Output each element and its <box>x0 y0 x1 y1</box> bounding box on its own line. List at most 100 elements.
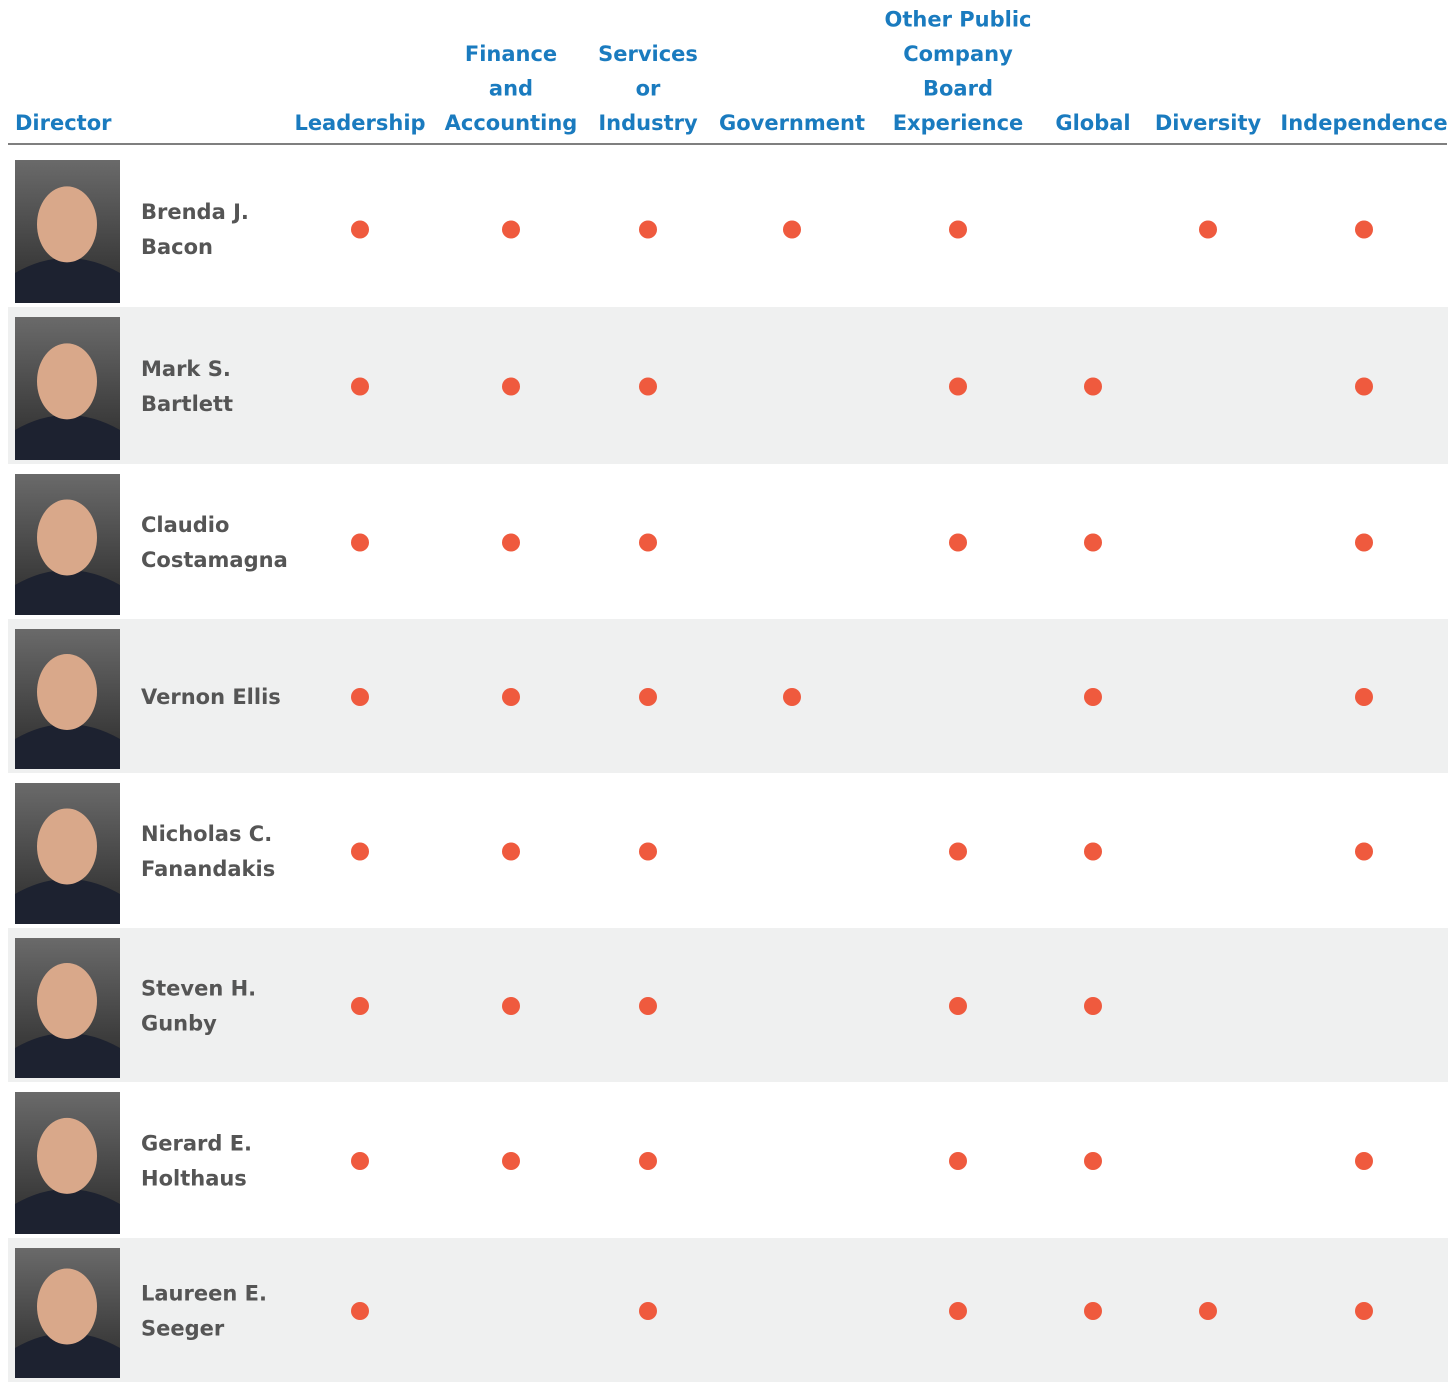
skill-dot <box>639 688 657 706</box>
skill-dot <box>639 534 657 552</box>
director-name: Seeger <box>141 1317 225 1341</box>
skill-dot <box>639 843 657 861</box>
director-name: Bacon <box>141 235 213 259</box>
column-header: Global <box>1055 111 1130 135</box>
skill-dot <box>949 997 967 1015</box>
director-name: Gunby <box>141 1012 217 1036</box>
director-name: Vernon Ellis <box>141 685 281 709</box>
skill-dot <box>351 688 369 706</box>
skill-dot <box>1084 1152 1102 1170</box>
skill-dot <box>502 843 520 861</box>
column-header: Finance <box>465 42 557 66</box>
skill-dot <box>1199 221 1217 239</box>
director-photo <box>15 1092 120 1234</box>
column-header: Independence <box>1280 111 1447 135</box>
director-name: Steven H. <box>141 977 256 1001</box>
director-name: Bartlett <box>141 392 233 416</box>
column-header: Services <box>598 42 698 66</box>
skill-dot <box>639 1152 657 1170</box>
skill-dot <box>639 997 657 1015</box>
skill-dot <box>783 688 801 706</box>
photo-face <box>37 499 97 575</box>
row-band <box>8 307 1448 464</box>
skill-dot <box>949 221 967 239</box>
skill-dot <box>1355 1302 1373 1320</box>
director-skills-table: Director Leadership Finance and Accounting Se… <box>0 0 1454 1382</box>
director-photo <box>15 1248 120 1378</box>
skill-dot <box>351 843 369 861</box>
skill-dot <box>1084 843 1102 861</box>
skill-dot <box>502 997 520 1015</box>
skill-dot <box>1084 688 1102 706</box>
skill-dot <box>1084 534 1102 552</box>
director-photo <box>15 160 120 303</box>
director-name: Mark S. <box>141 357 231 381</box>
skill-dot <box>351 378 369 396</box>
skill-dot <box>639 378 657 396</box>
column-header: Company <box>903 42 1013 66</box>
skill-dot <box>351 1302 369 1320</box>
director-name: Laureen E. <box>141 1282 267 1306</box>
skill-dot <box>1355 843 1373 861</box>
column-header: Other Public <box>885 8 1032 32</box>
skill-dot <box>502 378 520 396</box>
column-header: Diversity <box>1155 111 1262 135</box>
skill-dot <box>1355 221 1373 239</box>
column-header: Government <box>719 111 865 135</box>
skill-dot <box>1084 378 1102 396</box>
skill-dot <box>1084 1302 1102 1320</box>
skill-dot <box>1355 688 1373 706</box>
photo-face <box>37 186 97 262</box>
photo-face <box>37 654 97 730</box>
row-band <box>8 928 1448 1082</box>
director-name: Nicholas C. <box>141 822 272 846</box>
photo-face <box>37 808 97 884</box>
photo-face <box>37 963 97 1039</box>
skill-dot <box>351 221 369 239</box>
skill-dot <box>639 221 657 239</box>
skill-dot <box>1199 1302 1217 1320</box>
skill-dot <box>949 1152 967 1170</box>
director-name: Claudio <box>141 513 229 537</box>
column-header: Board <box>923 77 993 101</box>
skill-dot <box>502 534 520 552</box>
column-header: Leadership <box>294 111 425 135</box>
photo-face <box>37 1269 97 1345</box>
skill-dot <box>949 843 967 861</box>
column-header: or <box>636 77 661 101</box>
director-name: Fanandakis <box>141 857 275 881</box>
director-photo <box>15 783 120 924</box>
director-photo <box>15 317 120 460</box>
row-band <box>8 1238 1448 1382</box>
column-header: Director <box>15 111 112 135</box>
column-header: and <box>489 77 533 101</box>
skill-dot <box>351 997 369 1015</box>
skill-dot <box>1084 997 1102 1015</box>
director-name: Costamagna <box>141 548 288 572</box>
director-name: Holthaus <box>141 1167 247 1191</box>
director-photo <box>15 938 120 1078</box>
skill-dot <box>783 221 801 239</box>
director-photo <box>15 474 120 615</box>
column-header: Industry <box>598 111 698 135</box>
column-header: Accounting <box>445 111 578 135</box>
column-header: Experience <box>893 111 1024 135</box>
skill-dot <box>949 534 967 552</box>
skill-dot <box>1355 1152 1373 1170</box>
skill-dot <box>949 1302 967 1320</box>
director-photo <box>15 629 120 769</box>
skill-dot <box>1355 534 1373 552</box>
skill-dot <box>502 688 520 706</box>
skill-dot <box>351 534 369 552</box>
skill-dot <box>949 378 967 396</box>
skill-dot <box>1355 378 1373 396</box>
director-name: Gerard E. <box>141 1132 252 1156</box>
skill-dot <box>639 1302 657 1320</box>
skill-dot <box>351 1152 369 1170</box>
page: {"table": { "columns": [ ["Director"], [… <box>0 0 1454 1382</box>
skill-dot <box>502 1152 520 1170</box>
director-name: Brenda J. <box>141 200 249 224</box>
photo-face <box>37 343 97 419</box>
skill-dot <box>502 221 520 239</box>
photo-face <box>37 1118 97 1194</box>
